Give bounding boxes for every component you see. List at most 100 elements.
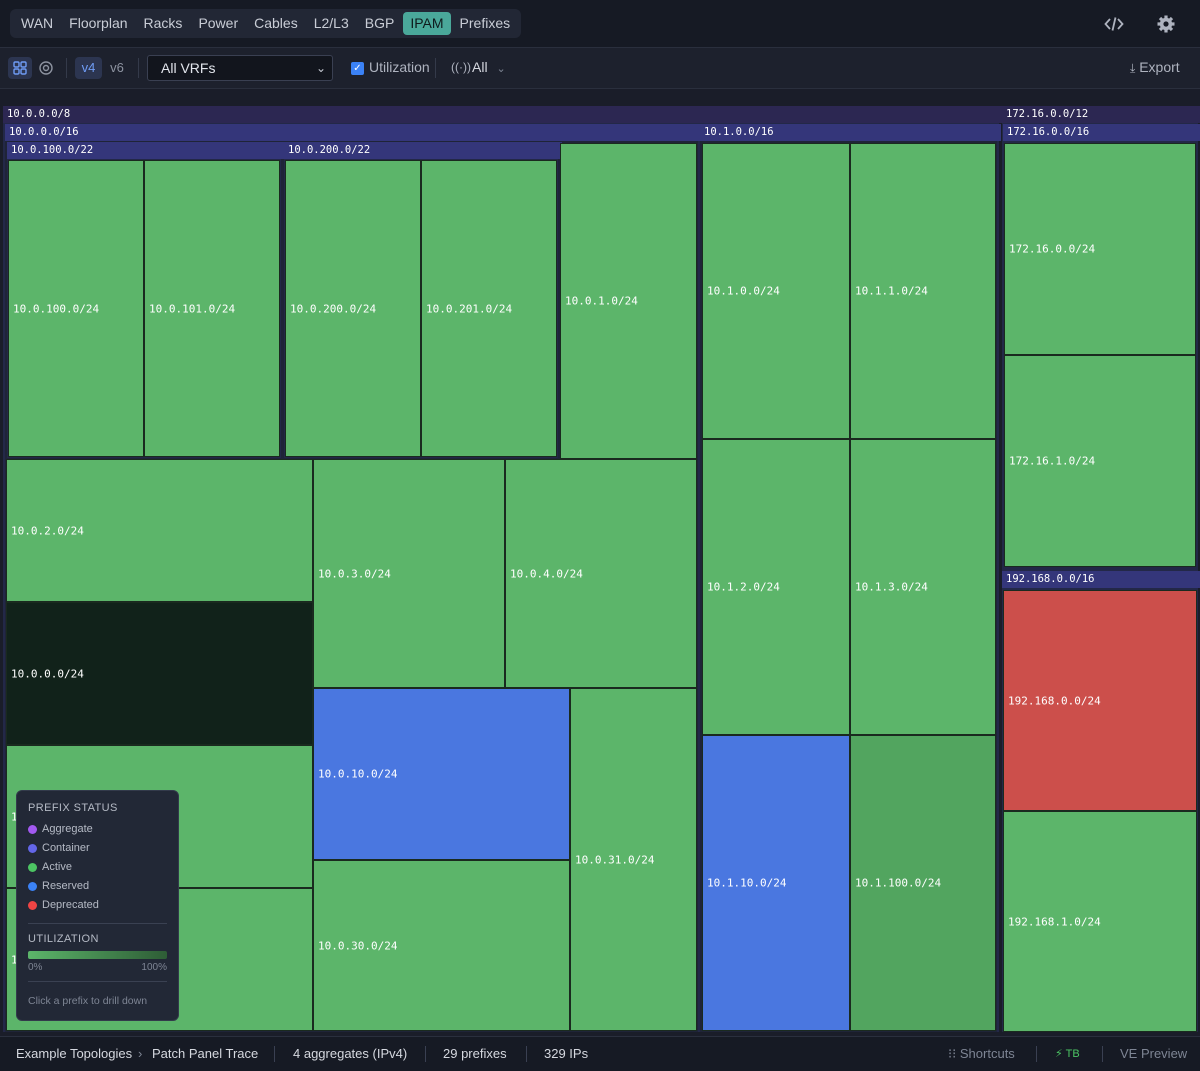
prefix-cell[interactable]: 192.168.0.0/24 <box>1003 590 1197 811</box>
download-icon: ⤓ <box>1130 61 1136 75</box>
tab-wan[interactable]: WAN <box>21 15 54 31</box>
preview-label: VE Preview <box>1120 1046 1188 1061</box>
code-icon[interactable] <box>1102 12 1126 36</box>
export-button[interactable]: ⤓ Export <box>1130 59 1180 76</box>
prefix-label: 10.0.3.0/24 <box>318 567 391 580</box>
prefix-label: 10.0.200.0/24 <box>290 302 377 315</box>
tab-racks[interactable]: Racks <box>143 15 183 31</box>
prefix-cell[interactable]: 192.168.1.0/24 <box>1003 811 1197 1032</box>
prefix-label: 10.0.4.0/24 <box>510 567 583 580</box>
prefix-cell[interactable]: 10.0.201.0/24 <box>421 160 557 457</box>
status-divider <box>274 1046 275 1062</box>
prefix-label: 10.0.31.0/24 <box>575 853 655 866</box>
prefix-count: 29 prefixes <box>443 1046 507 1061</box>
utilization-scale: 0% 100% <box>28 962 167 973</box>
gear-icon[interactable] <box>1154 12 1178 36</box>
prefix-cell[interactable]: 172.16.1.0/24 <box>1004 355 1196 567</box>
prefix-cell[interactable]: 10.0.31.0/24 <box>570 688 697 1031</box>
vrf-select-value: All VRFs <box>161 60 216 76</box>
prefix-cell[interactable]: 10.0.101.0/24 <box>144 160 280 457</box>
utilization-min: 0% <box>28 962 43 973</box>
deprecated-dot <box>28 901 37 910</box>
bolt-icon: ⚡︎ <box>1055 1048 1063 1060</box>
utilization-label: Utilization <box>369 59 430 75</box>
prefix-label: 10.0.10.0/24 <box>318 767 398 781</box>
prefix-label: 10.1.100.0/24 <box>855 876 942 890</box>
container-header: 172.16.0.0/16 <box>1003 124 1200 141</box>
utilization-checkbox[interactable]: ✓ <box>351 62 364 75</box>
toolbar-divider <box>435 58 436 78</box>
legend-divider <box>28 923 167 924</box>
prefix-label: 192.168.0.0/24 <box>1008 694 1101 707</box>
shortcuts-button[interactable]: ⁝⁝ Shortcuts <box>948 1046 1015 1062</box>
tab-ipam[interactable]: IPAM <box>403 12 451 35</box>
status-filter[interactable]: All ⌄ <box>472 59 506 75</box>
legend-item: Deprecated <box>28 896 167 915</box>
prefix-cell[interactable]: 10.0.200.0/24 <box>285 160 421 457</box>
prefix-cell[interactable]: 172.16.0.0/24 <box>1004 143 1196 355</box>
ipam-toolbar: v4 v6 All VRFs ⌄ ✓ Utilization ((·)) All… <box>0 48 1200 89</box>
prefix-label: 10.0.0.0/24 <box>11 667 84 680</box>
tb-indicator[interactable]: ⚡︎ TB <box>1055 1047 1080 1060</box>
status-divider <box>526 1046 527 1062</box>
prefix-label: 10.1.1.0/24 <box>855 284 928 298</box>
prefix-cell[interactable]: 10.1.2.0/24 <box>702 439 850 735</box>
breadcrumb-topologies[interactable]: Example Topologies <box>16 1046 133 1061</box>
prefix-cell[interactable]: 10.1.3.0/24 <box>850 439 996 735</box>
legend-panel: PREFIX STATUS Aggregate Container Active… <box>16 790 179 1021</box>
treemap-view-button[interactable] <box>8 57 32 79</box>
utilization-gradient <box>28 951 167 959</box>
grid-icon <box>13 61 27 75</box>
prefix-cell[interactable]: 10.1.100.0/24 <box>850 735 996 1031</box>
reserved-dot <box>28 882 37 891</box>
prefix-label: 10.1.3.0/24 <box>855 580 928 594</box>
chevron-right-icon: › <box>138 1046 143 1061</box>
legend-label: Reserved <box>42 880 90 892</box>
prefix-label: 172.16.0.0/24 <box>1009 242 1096 256</box>
prefix-label: 172.16.1.0/24 <box>1009 454 1096 468</box>
export-label: Export <box>1139 59 1180 75</box>
aggregate-header: 172.16.0.0/12 <box>1002 106 1200 123</box>
status-divider <box>1102 1046 1103 1062</box>
prefix-cell[interactable]: 10.1.10.0/24 <box>702 735 850 1031</box>
vrf-select[interactable]: All VRFs ⌄ <box>147 55 333 81</box>
tab-prefixes[interactable]: Prefixes <box>459 15 511 31</box>
legend-item: Container <box>28 839 167 858</box>
ipv4-toggle[interactable]: v4 <box>75 57 102 79</box>
prefix-cell[interactable]: 10.1.0.0/24 <box>702 143 850 439</box>
tab-floorplan[interactable]: Floorplan <box>69 15 128 31</box>
prefix-label: 10.0.100.0/24 <box>13 302 100 315</box>
prefix-label: 10.0.2.0/24 <box>11 524 84 537</box>
tab-power[interactable]: Power <box>198 15 239 31</box>
tab-cables[interactable]: Cables <box>254 15 298 31</box>
ipv6-toggle[interactable]: v6 <box>110 60 124 75</box>
target-icon <box>39 61 53 75</box>
prefix-cell[interactable]: 10.0.2.0/24 <box>6 459 313 602</box>
prefix-label: 10.0.101.0/24 <box>149 302 236 315</box>
utilization-title: UTILIZATION <box>28 933 99 945</box>
container-header: 10.1.0.0/16 <box>700 124 1001 141</box>
tab-l2l3[interactable]: L2/L3 <box>313 15 349 31</box>
tab-bgp[interactable]: BGP <box>364 15 395 31</box>
container-dot <box>28 844 37 853</box>
container-header: 10.0.0.0/16 <box>5 124 702 141</box>
breadcrumb-patch-panel[interactable]: Patch Panel Trace <box>152 1046 259 1061</box>
sunburst-view-button[interactable] <box>35 57 57 79</box>
prefix-cell[interactable]: 10.0.30.0/24 <box>313 860 570 1031</box>
prefix-label: 10.1.0.0/24 <box>707 284 780 298</box>
prefix-cell[interactable]: 10.0.1.0/24 <box>560 143 697 459</box>
prefix-cell[interactable]: 10.0.10.0/24 <box>313 688 570 860</box>
prefix-cell[interactable]: 10.1.1.0/24 <box>850 143 996 439</box>
prefix-cell[interactable]: 10.0.100.0/24 <box>8 160 144 457</box>
active-dot <box>28 863 37 872</box>
aggregate-count: 4 aggregates (IPv4) <box>293 1046 408 1061</box>
status-divider <box>1036 1046 1037 1062</box>
prefix-cell[interactable]: 10.0.3.0/24 <box>313 459 505 688</box>
chevron-down-icon: ⌄ <box>496 63 506 75</box>
legend-item: Aggregate <box>28 820 167 839</box>
prefix-cell[interactable]: 10.0.0.0/24 <box>6 602 313 745</box>
container-header: 10.0.100.0/22 <box>7 142 285 159</box>
prefix-label: 192.168.1.0/24 <box>1008 915 1101 928</box>
legend-item: Active <box>28 858 167 877</box>
prefix-cell[interactable]: 10.0.4.0/24 <box>505 459 697 688</box>
